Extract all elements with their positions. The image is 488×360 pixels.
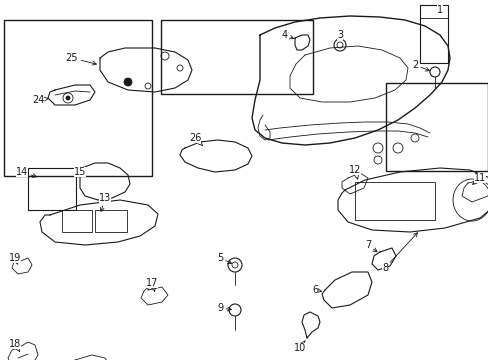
Bar [4,20,151,176]
Text: 6: 6 [311,285,321,295]
Text: 14: 14 [16,167,37,177]
Text: 15: 15 [74,167,86,177]
Text: 11: 11 [472,173,485,184]
Text: 8: 8 [381,233,417,273]
Text: 12: 12 [348,165,361,179]
Bar [419,5,447,63]
Bar [28,168,76,210]
Text: 24: 24 [32,95,48,105]
Text: 7: 7 [364,240,376,252]
Text: 21: 21 [0,359,1,360]
Text: 19: 19 [9,253,21,264]
Text: 17: 17 [145,278,158,291]
Circle shape [124,78,132,86]
Text: 2: 2 [411,60,428,71]
Bar [386,83,487,171]
Text: 26: 26 [188,133,202,145]
Bar [95,210,127,232]
Text: 10: 10 [293,341,305,353]
Bar [161,20,312,94]
Text: 25: 25 [65,53,96,65]
Text: 5: 5 [217,253,231,264]
Bar [62,210,92,232]
Text: 9: 9 [217,303,231,313]
Text: 3: 3 [336,30,343,40]
Text: 1: 1 [436,5,442,15]
Text: 16: 16 [0,359,1,360]
Text: 13: 13 [99,193,111,211]
Text: 20: 20 [0,359,1,360]
Text: 18: 18 [9,339,21,352]
Circle shape [66,96,70,100]
Text: 23: 23 [0,359,1,360]
Bar [354,182,434,220]
Text: 4: 4 [282,30,293,40]
Text: 22: 22 [0,359,1,360]
